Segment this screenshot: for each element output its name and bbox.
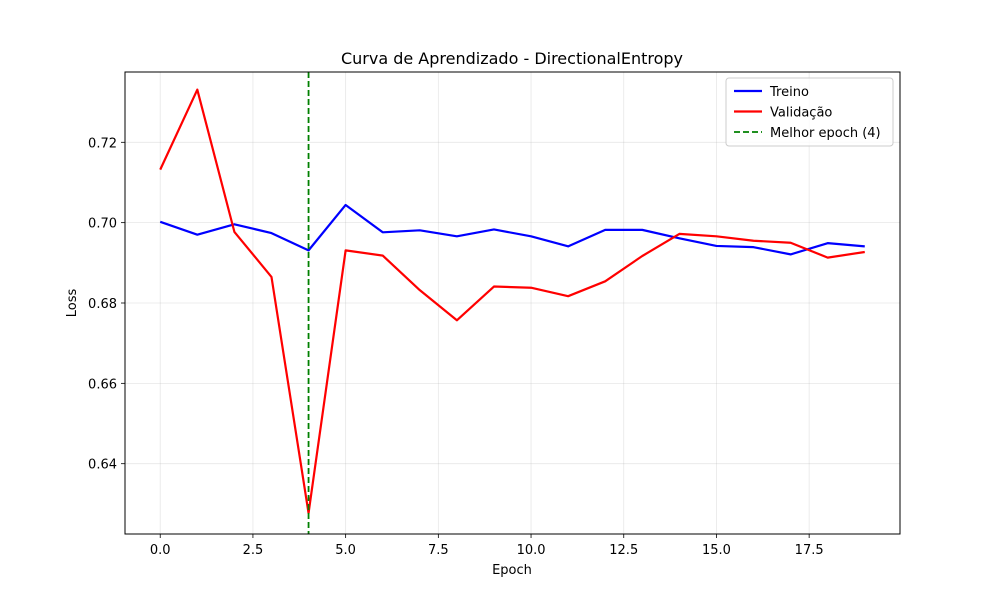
- legend-label-validacao: Validação: [770, 106, 832, 121]
- y-tick-label: 0.72: [88, 136, 117, 151]
- x-tick-label: 15.0: [702, 543, 731, 558]
- x-tick-label: 17.5: [795, 543, 824, 558]
- y-tick-label: 0.66: [88, 377, 117, 392]
- plot-area: [159, 72, 865, 534]
- y-axis-label: Loss: [65, 289, 80, 318]
- legend-label-melhor-epoch: Melhor epoch (4): [770, 126, 881, 141]
- legend-box: [725, 77, 894, 147]
- series-line-treino: [159, 203, 865, 256]
- series-line-validacao: [159, 88, 865, 515]
- x-tick-label: 5.0: [335, 543, 356, 558]
- x-tick-label: 7.5: [428, 543, 449, 558]
- grid: [125, 72, 900, 534]
- y-axis: 0.64 0.66 0.68 0.70 0.72: [88, 136, 125, 473]
- legend-label-treino: Treino: [769, 85, 809, 100]
- y-tick-label: 0.64: [88, 458, 117, 473]
- x-axis: 0.0 2.5 5.0 7.5 10.0 12.5 15.0 17.5: [150, 534, 824, 558]
- x-tick-label: 12.5: [609, 543, 638, 558]
- y-tick-label: 0.70: [88, 217, 117, 232]
- chart-title: Curva de Aprendizado - DirectionalEntrop…: [341, 49, 683, 68]
- y-tick-label: 0.68: [88, 297, 117, 312]
- x-tick-label: 2.5: [243, 543, 264, 558]
- legend: Treino Validação Melhor epoch (4): [725, 77, 894, 147]
- x-axis-label: Epoch: [492, 563, 532, 578]
- x-tick-label: 10.0: [517, 543, 546, 558]
- x-tick-label: 0.0: [150, 543, 171, 558]
